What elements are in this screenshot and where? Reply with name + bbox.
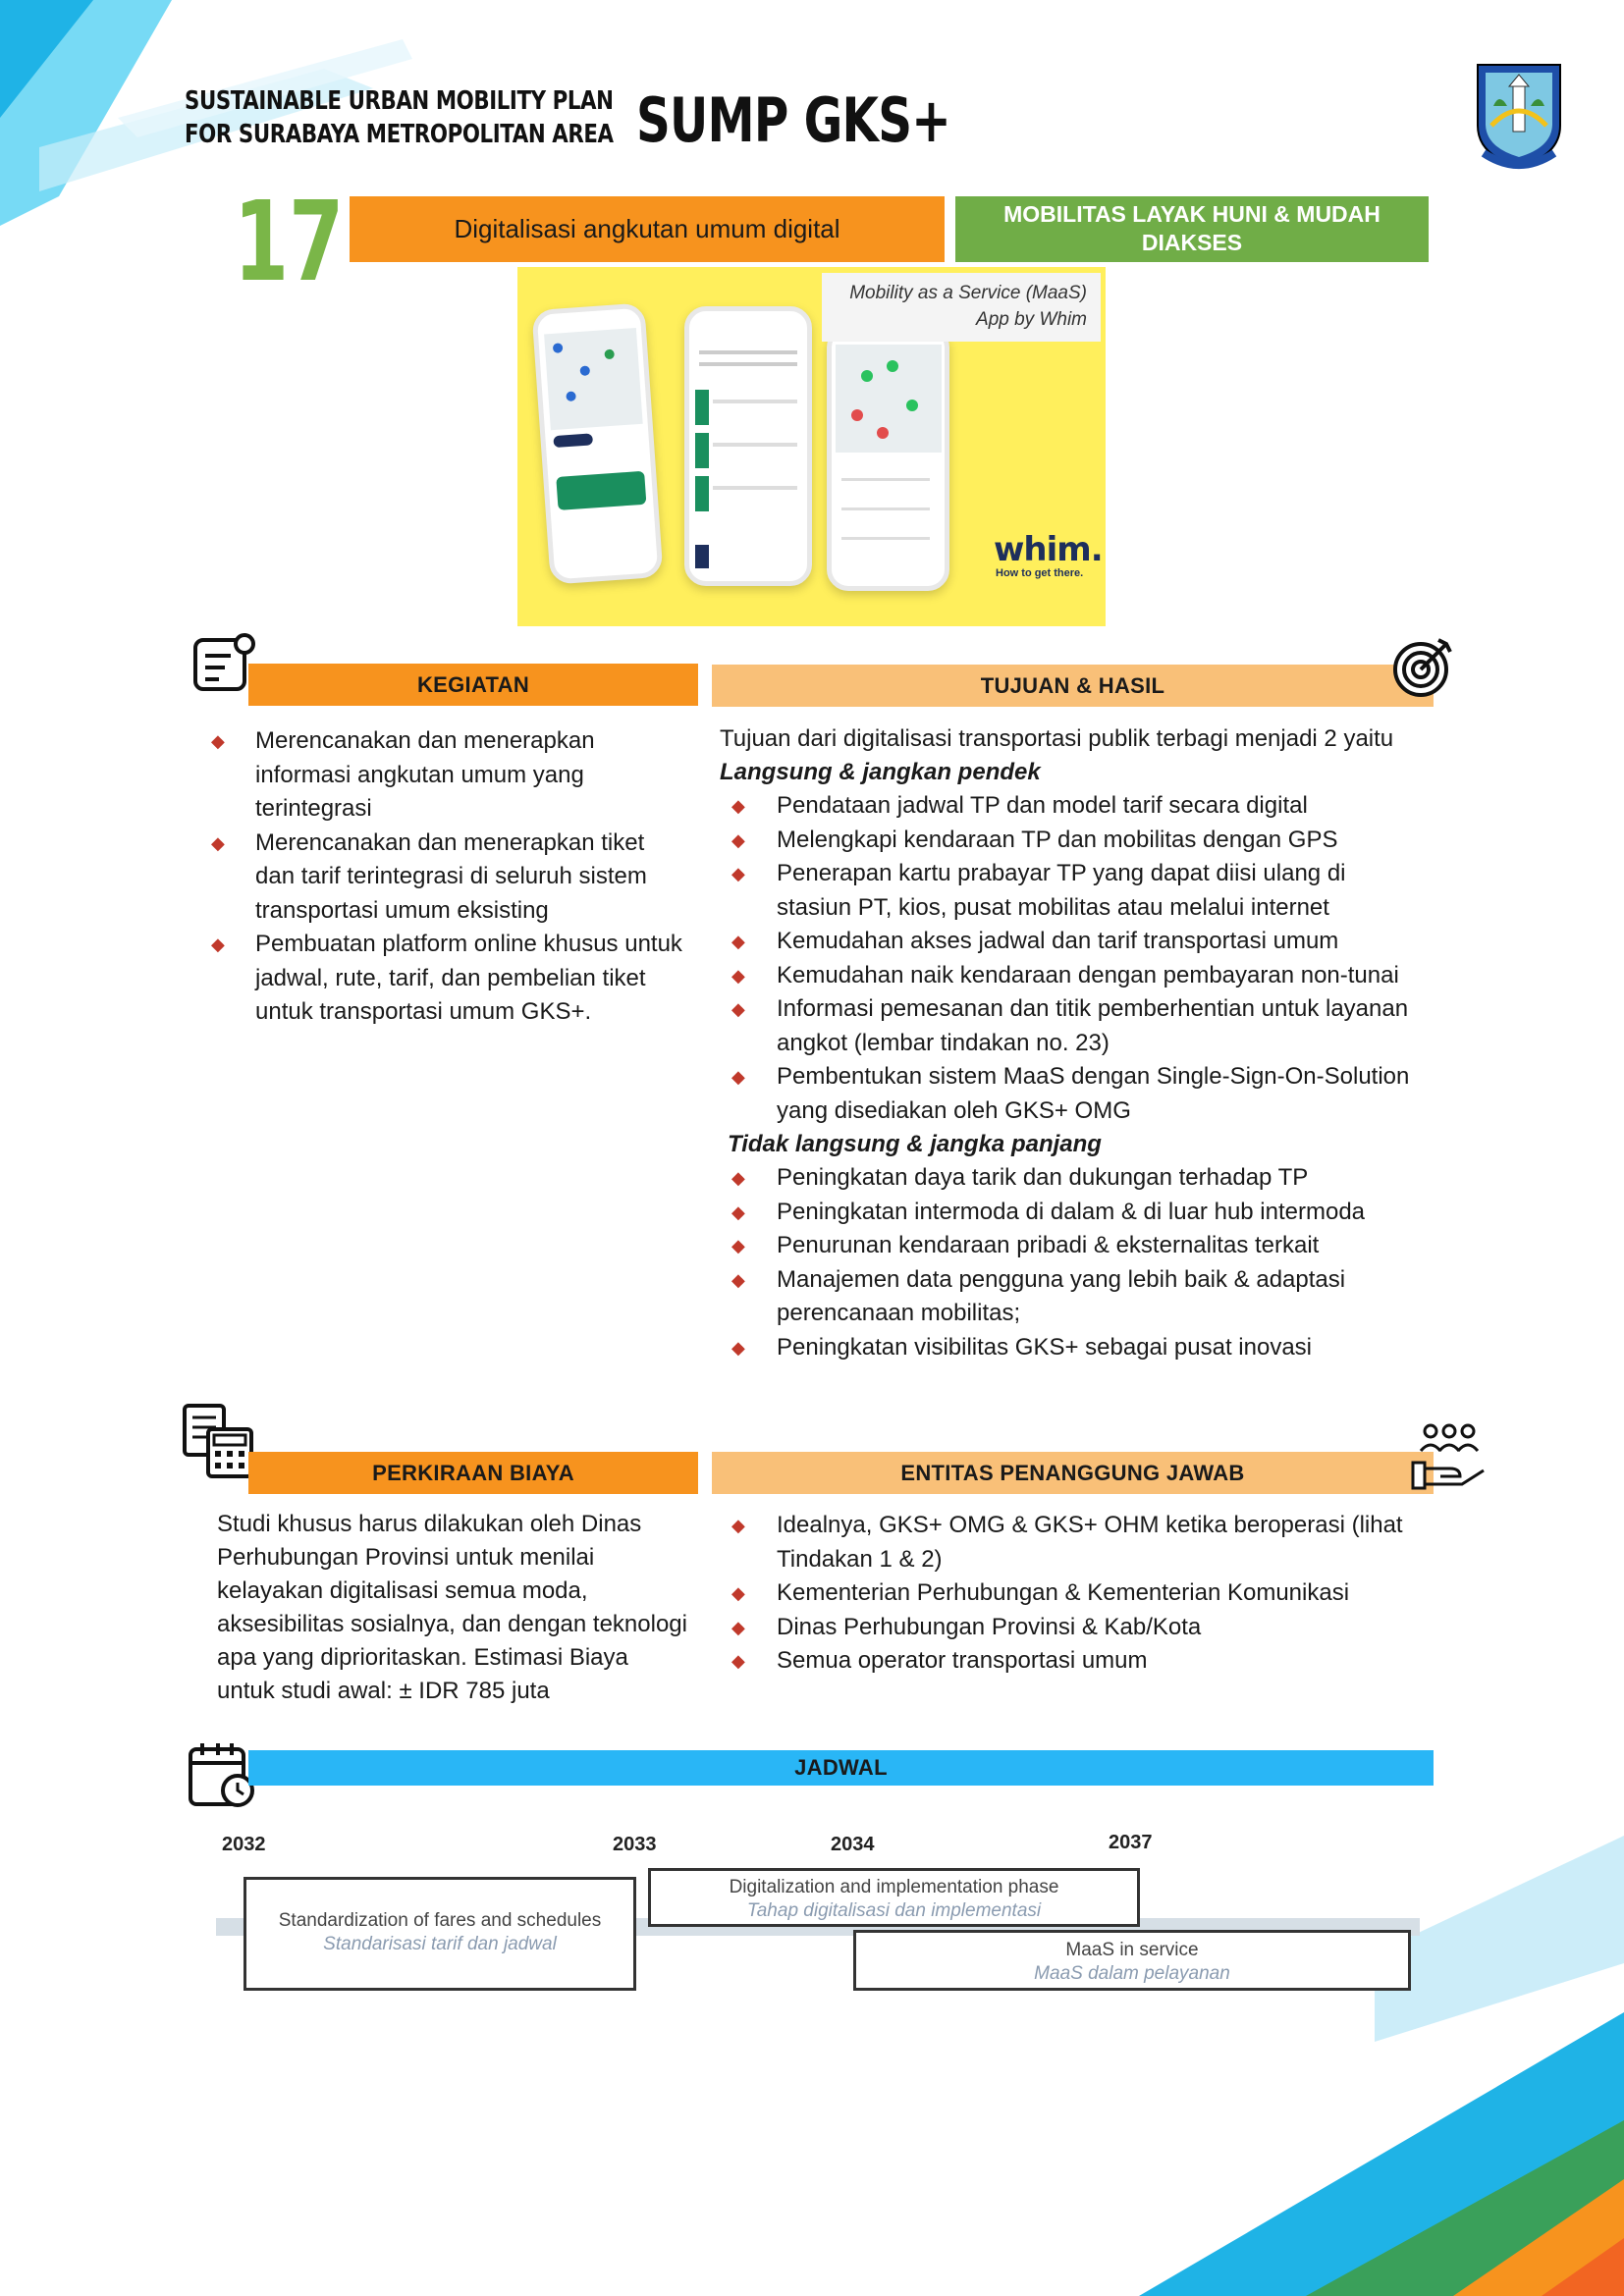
short-term-title: Langsung & jangkan pendek [720, 759, 1041, 785]
biaya-text: Studi khusus harus dilakukan oleh Dinas … [217, 1511, 687, 1704]
tujuan-intro: Tujuan dari digitalisasi transportasi pu… [720, 725, 1394, 752]
long-term-title: Tidak langsung & jangka panjang [728, 1131, 1102, 1157]
list-item: ◆ Idealnya, GKS+ OMG & GKS+ OHM ketika be… [731, 1512, 1403, 1573]
document-title: SUMP GKS+ [636, 84, 951, 156]
list-item: ◆ Kementerian Perhubungan & Kementerian K… [731, 1579, 1350, 1606]
list-item: ◆ Pembuatan platform online khusus untuk … [211, 931, 682, 1025]
list-item: ◆ Kemudahan akses jadwal dan tarif transp… [731, 928, 1339, 954]
list-item: ◆ Pembentukan sistem MaaS dengan Single-S… [731, 1063, 1410, 1124]
entitas-header: ENTITAS PENANGGUNG JAWAB [712, 1452, 1434, 1494]
long-term-list: ◆ Peningkatan daya tarik dan dukungan ter… [731, 1161, 1427, 1364]
entitas-list: ◆ Idealnya, GKS+ OMG & GKS+ OHM ketika be… [731, 1509, 1438, 1679]
list-item: ◆ Merencanakan dan menerapkan informasi a… [211, 727, 595, 822]
calculator-icon [183, 1404, 253, 1478]
list-item: ◆ Melengkapi kendaraan TP dan mobilitas d… [731, 826, 1338, 853]
kegiatan-list: ◆ Merencanakan dan menerapkan informasi a… [211, 724, 682, 1030]
action-title: Digitalisasi angkutan umum digital [350, 196, 945, 262]
phase-maas: MaaS in service MaaS dalam pelayanan [853, 1930, 1411, 1991]
whim-tagline: How to get there. [996, 567, 1084, 579]
phase-digitalization: Digitalization and implementation phase … [648, 1868, 1140, 1927]
timeline-year: 2033 [613, 1834, 657, 1855]
action-number: 17 [234, 179, 345, 306]
phase-standardization: Standardization of fares and schedules S… [244, 1877, 636, 1991]
list-item: ◆ Dinas Perhubungan Provinsi & Kab/Kota [731, 1613, 1202, 1640]
short-term-list: ◆ Pendataan jadwal TP dan model tarif sec… [731, 789, 1427, 1128]
jadwal-header: JADWAL [248, 1750, 1434, 1786]
list-item: ◆ Penurunan kendaraan pribadi & eksternal… [731, 1232, 1320, 1258]
list-item: ◆ Informasi pemesanan dan titik pemberhen… [731, 995, 1409, 1056]
category-badge: MOBILITAS LAYAK HUNI & MUDAH DIAKSES [955, 196, 1429, 262]
kegiatan-header: KEGIATAN [248, 664, 698, 706]
list-item: ◆ Peningkatan intermoda di dalam & di lua… [731, 1198, 1366, 1225]
timeline-year: 2037 [1109, 1832, 1153, 1853]
calendar-clock-icon [189, 1743, 254, 1807]
phone-journey-screen [684, 306, 812, 586]
list-item: ◆ Semua operator transportasi umum [731, 1647, 1148, 1674]
phone-scooter-screen [827, 326, 949, 591]
timeline-year: 2032 [222, 1834, 266, 1855]
checklist-icon [193, 633, 255, 691]
target-icon [1393, 638, 1452, 697]
east-java-emblem-logo [1477, 64, 1561, 169]
list-item: ◆ Merencanakan dan menerapkan tiket dan t… [211, 828, 647, 924]
team-hand-icon [1411, 1423, 1485, 1490]
whim-logo: whim. [994, 530, 1104, 569]
maas-app-image: Mobility as a Service (MaaS) App by Whim… [517, 267, 1106, 626]
tujuan-header: TUJUAN & HASIL [712, 665, 1434, 707]
list-item: ◆ Penerapan kartu prabayar TP yang dapat … [731, 860, 1346, 921]
phone-map-screen [531, 302, 664, 585]
list-item: ◆ Kemudahan naik kendaraan dengan pembaya… [731, 961, 1399, 988]
bottom-right-decoration [1139, 1836, 1624, 2296]
list-item: ◆ Peningkatan visibilitas GKS+ sebagai pu… [731, 1333, 1312, 1361]
biaya-header: PERKIRAAN BIAYA [248, 1452, 698, 1494]
plan-title: SUSTAINABLE URBAN MOBILITY PLAN FOR SURA… [185, 86, 614, 149]
tujuan-content: Tujuan dari digitalisasi transportasi pu… [720, 722, 1427, 1364]
list-item: ◆ Pendataan jadwal TP dan model tarif sec… [731, 792, 1308, 819]
image-caption: Mobility as a Service (MaaS) App by Whim [822, 273, 1101, 342]
timeline-year: 2034 [831, 1834, 875, 1855]
list-item: ◆ Peningkatan daya tarik dan dukungan ter… [731, 1164, 1309, 1191]
list-item: ◆ Manajemen data pengguna yang lebih baik… [731, 1265, 1346, 1327]
